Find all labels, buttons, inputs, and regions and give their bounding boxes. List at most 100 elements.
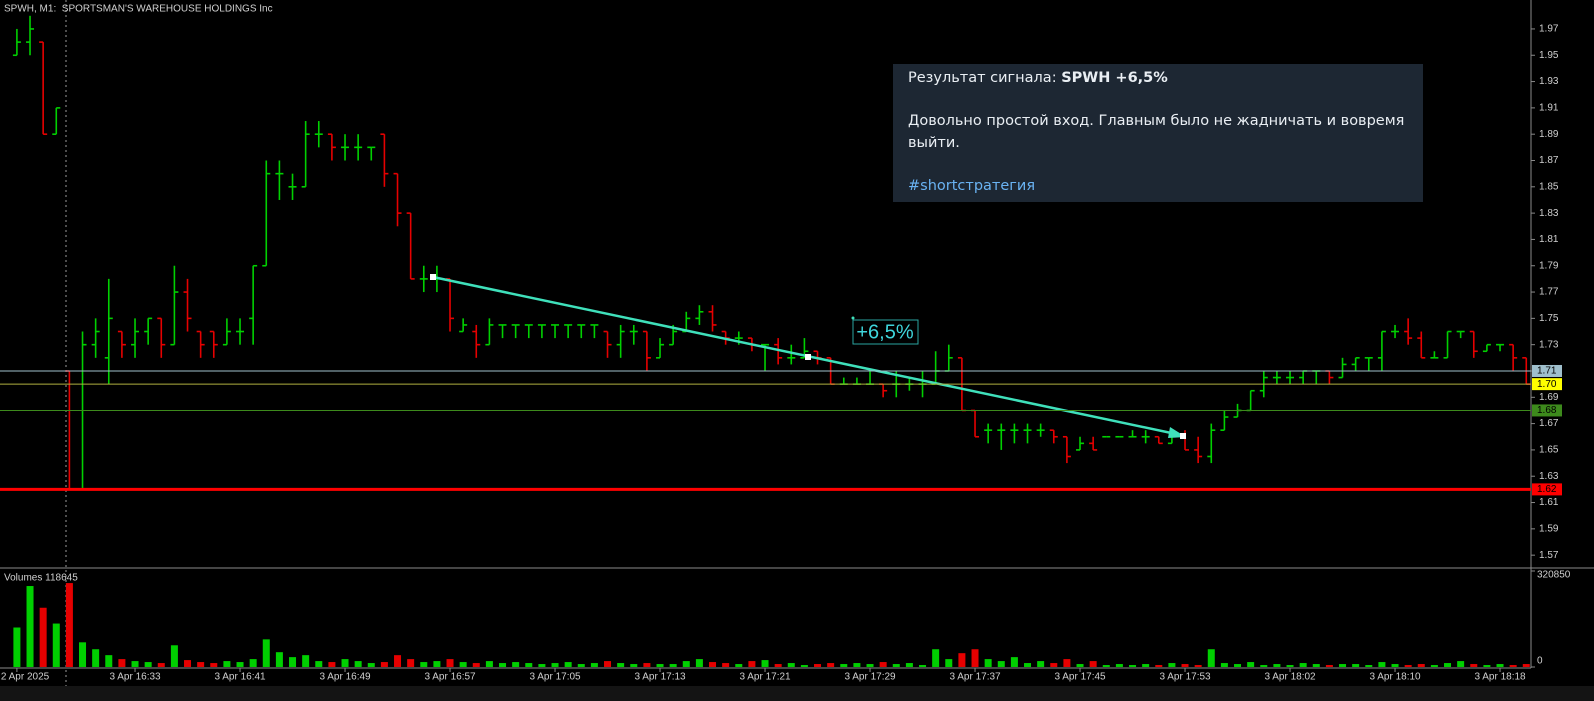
volume-bar xyxy=(748,661,756,667)
x-tick-label: 3 Apr 17:37 xyxy=(949,672,1001,683)
volume-bar xyxy=(223,661,231,667)
volume-bar xyxy=(643,663,651,667)
volume-bar xyxy=(932,649,940,667)
volume-bar xyxy=(905,663,913,667)
volume-bar xyxy=(1483,665,1491,667)
volume-bar xyxy=(1496,664,1504,667)
volume-bar xyxy=(879,662,887,667)
volume-bar xyxy=(485,661,493,667)
volume-bar xyxy=(1286,665,1294,667)
volume-bar xyxy=(1470,664,1478,667)
y-tick-label: 1.73 xyxy=(1539,339,1559,350)
chart-title: SPWH, M1: SPORTSMAN'S WAREHOUSE HOLDINGS… xyxy=(4,4,273,15)
x-tick-label: 3 Apr 17:53 xyxy=(1159,672,1211,683)
y-tick-label: 1.63 xyxy=(1539,471,1559,482)
volume-bar xyxy=(367,663,375,667)
volume-bar xyxy=(328,662,336,667)
volume-bar xyxy=(249,659,257,667)
x-tick-label: 2 Apr 2025 xyxy=(1,672,50,683)
volume-bar xyxy=(1037,661,1045,667)
y-tick-label: 1.91 xyxy=(1539,103,1559,114)
x-tick-label: 3 Apr 17:13 xyxy=(634,672,686,683)
y-tick-label: 1.93 xyxy=(1539,76,1559,87)
volume-bar xyxy=(1247,662,1255,667)
volume-bar xyxy=(472,663,480,667)
volume-bar xyxy=(971,649,979,667)
volume-bar xyxy=(1234,664,1242,667)
volume-bar xyxy=(853,663,861,667)
y-tick-label: 1.89 xyxy=(1539,129,1559,140)
volume-bar xyxy=(945,659,953,667)
annotation-box xyxy=(852,319,919,345)
volume-bar xyxy=(79,642,87,667)
volume-bar xyxy=(564,662,572,667)
message-body: Довольно простой вход. Главным было не ж… xyxy=(908,113,1405,151)
y-tick-label: 1.85 xyxy=(1539,181,1559,192)
volume-bar xyxy=(105,655,113,667)
x-tick-label: 3 Apr 16:57 xyxy=(424,672,476,683)
volume-bar xyxy=(617,663,625,667)
volume-bar xyxy=(39,607,47,667)
volume-bar xyxy=(590,663,598,667)
volume-bar xyxy=(302,655,310,667)
volume-bar xyxy=(236,662,244,667)
volume-bar xyxy=(695,659,703,667)
volume-bar xyxy=(210,663,218,667)
volume-bar xyxy=(1076,664,1084,667)
level-label-bg xyxy=(1532,483,1562,496)
volume-bar xyxy=(13,627,21,667)
volume-bar xyxy=(525,663,533,667)
hashtag[interactable]: #shortстратегия xyxy=(908,177,1036,194)
y-tick-label: 1.65 xyxy=(1539,445,1559,456)
y-tick-label: 1.83 xyxy=(1539,208,1559,219)
x-tick-label: 3 Apr 16:41 xyxy=(214,672,266,683)
volume-bar xyxy=(1050,663,1058,667)
volume-bar xyxy=(131,661,139,667)
volume-bar xyxy=(26,586,34,667)
y-tick-label: 1.81 xyxy=(1539,234,1559,245)
volume-bar xyxy=(380,662,388,667)
volume-bar xyxy=(919,665,927,667)
volume-title: Volumes 118645 xyxy=(4,573,78,584)
volume-bar xyxy=(65,583,73,667)
volume-bar xyxy=(630,664,638,667)
volume-bar xyxy=(1010,657,1018,667)
volume-bar xyxy=(1115,664,1123,667)
volume-bar xyxy=(735,664,743,667)
volume-bar xyxy=(1417,664,1425,667)
volume-bar xyxy=(892,664,900,667)
x-tick-label: 3 Apr 18:02 xyxy=(1264,672,1316,683)
volume-bar xyxy=(958,653,966,667)
volume-bar xyxy=(538,664,546,667)
volume-bar xyxy=(1378,662,1386,667)
x-tick-label: 3 Apr 17:29 xyxy=(844,672,896,683)
volume-bar xyxy=(774,664,782,667)
volume-bar xyxy=(709,662,717,667)
volume-bar xyxy=(761,660,769,667)
y-tick-label: 1.75 xyxy=(1539,313,1559,324)
volume-bar xyxy=(1089,661,1097,667)
volume-bar xyxy=(1365,665,1373,667)
volume-bar xyxy=(669,664,677,667)
volume-bar xyxy=(341,659,349,667)
arrow-point xyxy=(430,274,436,280)
y-tick-label: 1.67 xyxy=(1539,418,1559,429)
x-tick-label: 3 Apr 17:05 xyxy=(529,672,581,683)
volume-bar xyxy=(551,663,559,667)
volume-bar xyxy=(1312,664,1320,667)
trend-arrow: +6,5% xyxy=(430,274,1186,439)
volume-bar xyxy=(262,639,270,667)
volume-bar xyxy=(118,659,126,667)
title-bold: SPWH +6,5% xyxy=(1061,70,1168,86)
volume-bar xyxy=(197,662,205,667)
volume-bar xyxy=(157,663,165,667)
volume-bar xyxy=(840,664,848,667)
volume-bar xyxy=(722,663,730,667)
volume-bar xyxy=(814,664,822,667)
volume-bar xyxy=(1129,665,1137,667)
volume-bar xyxy=(866,664,874,667)
x-tick-label: 3 Apr 17:45 xyxy=(1054,672,1106,683)
volume-bar xyxy=(52,623,60,667)
message-title: Результат сигнала: SPWH +6,5% xyxy=(908,68,1408,90)
